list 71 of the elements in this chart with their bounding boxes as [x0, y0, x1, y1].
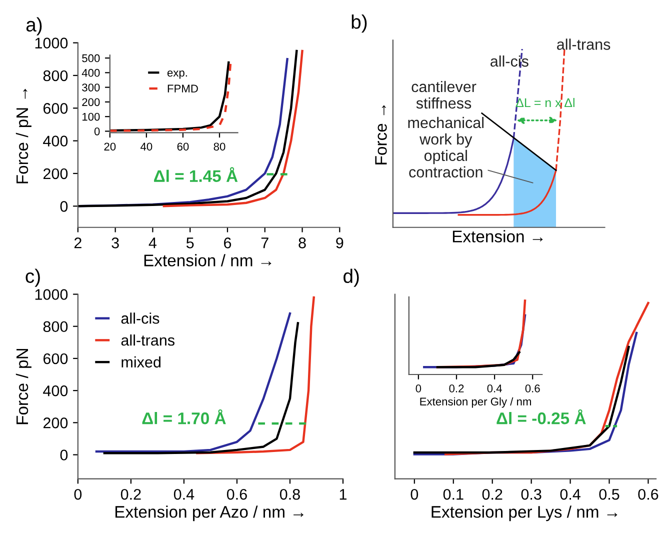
x-tick-label: 0.2 [120, 488, 141, 500]
y-tick-label: 1000 [35, 38, 68, 48]
x-tick-label: 0 [410, 488, 418, 500]
y-tick-label: 1000 [35, 289, 68, 300]
x-axis-title: Extension / nm → [144, 254, 272, 266]
y-tick-label: 400 [82, 68, 100, 77]
x-tick-label: 80 [214, 142, 226, 151]
x-tick-label: 8 [298, 238, 306, 248]
chart-title: c) [26, 268, 40, 287]
x-tick-label: 0.6 [525, 384, 540, 392]
text: all-cis [490, 55, 528, 67]
x-tick-label: 0.1 [443, 488, 464, 500]
y-tick-label: 200 [82, 98, 100, 106]
text: all-trans [557, 38, 610, 50]
x-tick-label: 0.4 [560, 488, 580, 500]
x-tick-label: 20 [104, 142, 116, 151]
x-tick-label: 0 [416, 384, 422, 392]
chart-title: d) [344, 268, 359, 287]
annotation: Δl = -0.25 Å [496, 409, 586, 424]
x-tick-label: 1 [340, 489, 346, 500]
y-axis-title: Force / pN [16, 348, 32, 424]
x-tick-label: 9 [336, 238, 344, 248]
y-tick-label: 600 [43, 353, 68, 364]
y-tick-label: 0 [94, 127, 100, 136]
x-tick-label: 2 [74, 238, 82, 248]
text: ΔL = n x Δl [516, 98, 574, 108]
y-axis-title: Force / pN → [16, 88, 32, 184]
y-tick-label: 600 [43, 103, 68, 114]
annotation: Δl = 1.45 Å [154, 167, 238, 182]
text: Force → [375, 105, 387, 164]
x-tick-label: 4 [148, 238, 157, 248]
x-tick-label: 7 [261, 238, 268, 248]
x-axis-title: Extension per Azo / nm → [115, 506, 304, 522]
legend-label: all-cis [121, 312, 160, 324]
x-tick-label: 6 [224, 238, 232, 248]
text: Extension → [452, 230, 543, 242]
legend-label: exp. [167, 70, 187, 79]
annotation: Δl = 1.70 Å [142, 409, 226, 424]
chart-title: a) [26, 17, 42, 36]
x-tick-label: 0.2 [482, 488, 502, 500]
y-tick-label: 200 [43, 418, 68, 428]
x-tick-label: 3 [112, 238, 119, 248]
x-tick-label: 0.5 [599, 488, 620, 500]
x-axis-title: Extension per Lys / nm → [432, 506, 618, 522]
x-tick-label: 0.6 [226, 488, 247, 500]
y-tick-label: 400 [43, 136, 68, 146]
x-tick-label: 0.3 [521, 488, 542, 500]
x-tick-label: 0.8 [280, 488, 300, 500]
text: b) [352, 14, 367, 33]
y-tick-label: 0 [60, 201, 68, 212]
x-tick-label: 0.4 [487, 384, 502, 392]
text: mechanical work by optical contraction [408, 116, 484, 178]
x-axis-title: Extension per Gly / nm [420, 397, 531, 408]
y-tick-label: 0 [60, 450, 68, 460]
y-tick-label: 300 [82, 84, 100, 92]
x-tick-label: 5 [186, 238, 194, 248]
y-tick-label: 100 [82, 112, 100, 121]
legend-label: mixed [122, 356, 160, 368]
x-tick-label: 40 [140, 142, 152, 151]
y-tick-label: 800 [43, 321, 68, 332]
legend-label: all-trans [121, 334, 174, 346]
y-tick-label: 800 [43, 70, 68, 82]
x-tick-label: 60 [177, 142, 189, 151]
y-tick-label: 500 [82, 54, 100, 62]
y-tick-label: 200 [43, 168, 68, 180]
x-tick-label: 0 [74, 488, 82, 500]
x-tick-label: 0.4 [174, 488, 194, 500]
legend-label: FPMD [168, 84, 198, 92]
y-tick-label: 400 [43, 385, 68, 396]
x-tick-label: 0.2 [449, 384, 464, 392]
x-tick-label: 0.6 [638, 488, 658, 500]
